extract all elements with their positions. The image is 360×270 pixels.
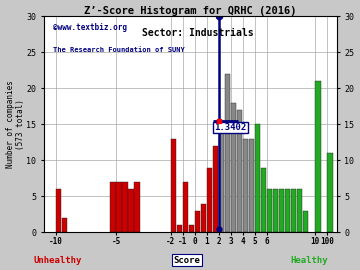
Text: Score: Score [174,256,201,265]
Bar [261,168,266,232]
Bar [207,168,212,232]
Bar [303,211,309,232]
Bar [183,182,188,232]
Bar [189,225,194,232]
Bar [195,211,200,232]
Bar [237,110,242,232]
Bar [243,139,248,232]
Bar [255,124,260,232]
Bar [116,182,122,232]
Bar [327,153,333,232]
Bar [231,103,236,232]
Bar [56,189,62,232]
Bar [110,182,116,232]
Bar [122,182,128,232]
Bar [291,189,296,232]
Title: Z’-Score Histogram for QRHC (2016): Z’-Score Histogram for QRHC (2016) [84,6,297,16]
Bar [273,189,278,232]
Bar [176,225,182,232]
Bar [285,189,291,232]
Bar [315,81,320,232]
Bar [171,139,176,232]
Bar [134,182,140,232]
Y-axis label: Number of companies
(573 total): Number of companies (573 total) [5,80,25,168]
Bar [213,146,218,232]
Bar [62,218,67,232]
Text: Unhealthy: Unhealthy [33,256,82,265]
Bar [225,74,230,232]
Text: The Research Foundation of SUNY: The Research Foundation of SUNY [53,47,185,53]
Bar [279,189,284,232]
Text: Sector: Industrials: Sector: Industrials [142,28,254,38]
Text: Healthy: Healthy [291,256,328,265]
Bar [219,131,224,232]
Bar [201,204,206,232]
Text: ©www.textbiz.org: ©www.textbiz.org [53,23,127,32]
Bar [297,189,302,232]
Bar [267,189,272,232]
Text: 1.3402: 1.3402 [214,123,246,132]
Bar [128,189,134,232]
Bar [249,139,254,232]
